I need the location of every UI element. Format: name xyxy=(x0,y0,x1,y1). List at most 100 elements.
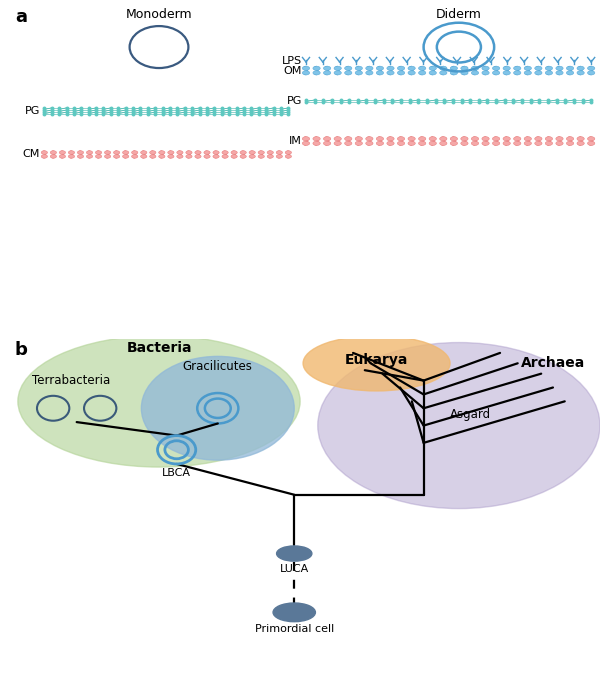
Circle shape xyxy=(482,141,489,145)
Circle shape xyxy=(195,155,201,158)
Circle shape xyxy=(493,137,500,141)
Text: LUCA: LUCA xyxy=(280,564,309,574)
Circle shape xyxy=(240,155,246,158)
Circle shape xyxy=(524,71,532,75)
Circle shape xyxy=(159,155,165,158)
Circle shape xyxy=(334,137,341,141)
Circle shape xyxy=(313,141,320,145)
Circle shape xyxy=(77,151,83,154)
Circle shape xyxy=(387,137,394,141)
Circle shape xyxy=(159,151,165,154)
Circle shape xyxy=(472,71,479,75)
Circle shape xyxy=(41,155,47,158)
Ellipse shape xyxy=(303,336,450,391)
Circle shape xyxy=(461,66,468,71)
Circle shape xyxy=(276,151,283,154)
Circle shape xyxy=(285,151,292,154)
Circle shape xyxy=(482,66,489,71)
Circle shape xyxy=(131,155,138,158)
Circle shape xyxy=(472,137,479,141)
Circle shape xyxy=(587,137,595,141)
Circle shape xyxy=(397,71,404,75)
Circle shape xyxy=(503,66,511,71)
Circle shape xyxy=(355,71,362,75)
Circle shape xyxy=(95,155,101,158)
Circle shape xyxy=(566,66,574,71)
Circle shape xyxy=(535,141,542,145)
Circle shape xyxy=(419,137,426,141)
Text: PG: PG xyxy=(25,106,40,116)
Circle shape xyxy=(122,151,129,154)
Circle shape xyxy=(408,137,415,141)
Circle shape xyxy=(249,155,256,158)
Circle shape xyxy=(461,71,468,75)
Circle shape xyxy=(355,141,362,145)
Circle shape xyxy=(524,66,532,71)
Circle shape xyxy=(376,66,383,71)
Circle shape xyxy=(408,141,415,145)
Circle shape xyxy=(323,66,331,71)
Circle shape xyxy=(177,155,183,158)
Circle shape xyxy=(313,71,320,75)
Circle shape xyxy=(86,155,92,158)
Circle shape xyxy=(344,137,352,141)
Circle shape xyxy=(440,71,447,75)
Circle shape xyxy=(419,71,426,75)
Circle shape xyxy=(302,141,310,145)
Circle shape xyxy=(366,66,373,71)
Circle shape xyxy=(186,155,192,158)
Circle shape xyxy=(149,151,156,154)
Circle shape xyxy=(355,137,362,141)
Circle shape xyxy=(419,141,426,145)
Circle shape xyxy=(514,141,521,145)
Text: a: a xyxy=(15,8,27,27)
Circle shape xyxy=(222,155,228,158)
Circle shape xyxy=(313,137,320,141)
Circle shape xyxy=(587,66,595,71)
Circle shape xyxy=(113,155,120,158)
Circle shape xyxy=(186,151,192,154)
Circle shape xyxy=(387,66,394,71)
Circle shape xyxy=(556,137,563,141)
Ellipse shape xyxy=(18,336,300,467)
Circle shape xyxy=(355,66,362,71)
Circle shape xyxy=(344,66,352,71)
Circle shape xyxy=(514,66,521,71)
Circle shape xyxy=(440,137,447,141)
Circle shape xyxy=(204,155,210,158)
Circle shape xyxy=(313,66,320,71)
Circle shape xyxy=(68,155,74,158)
Text: PG: PG xyxy=(287,96,302,105)
Circle shape xyxy=(302,137,310,141)
Circle shape xyxy=(104,151,111,154)
Text: Diderm: Diderm xyxy=(436,8,482,21)
Circle shape xyxy=(276,155,283,158)
Circle shape xyxy=(344,71,352,75)
Circle shape xyxy=(524,137,532,141)
Circle shape xyxy=(556,71,563,75)
Circle shape xyxy=(566,137,574,141)
Circle shape xyxy=(429,66,436,71)
Circle shape xyxy=(267,151,274,154)
Circle shape xyxy=(514,71,521,75)
Circle shape xyxy=(577,66,584,71)
Circle shape xyxy=(524,141,532,145)
Circle shape xyxy=(240,151,246,154)
Text: Bacteria: Bacteria xyxy=(126,341,192,355)
Circle shape xyxy=(472,66,479,71)
Circle shape xyxy=(376,137,383,141)
Circle shape xyxy=(302,66,310,71)
Circle shape xyxy=(493,66,500,71)
Circle shape xyxy=(535,66,542,71)
Circle shape xyxy=(323,137,331,141)
Circle shape xyxy=(429,137,436,141)
Circle shape xyxy=(514,137,521,141)
Circle shape xyxy=(493,141,500,145)
Text: Primordial cell: Primordial cell xyxy=(254,625,334,634)
Circle shape xyxy=(323,71,331,75)
Circle shape xyxy=(450,137,458,141)
Circle shape xyxy=(482,137,489,141)
Circle shape xyxy=(566,71,574,75)
Circle shape xyxy=(177,151,183,154)
Circle shape xyxy=(545,71,553,75)
